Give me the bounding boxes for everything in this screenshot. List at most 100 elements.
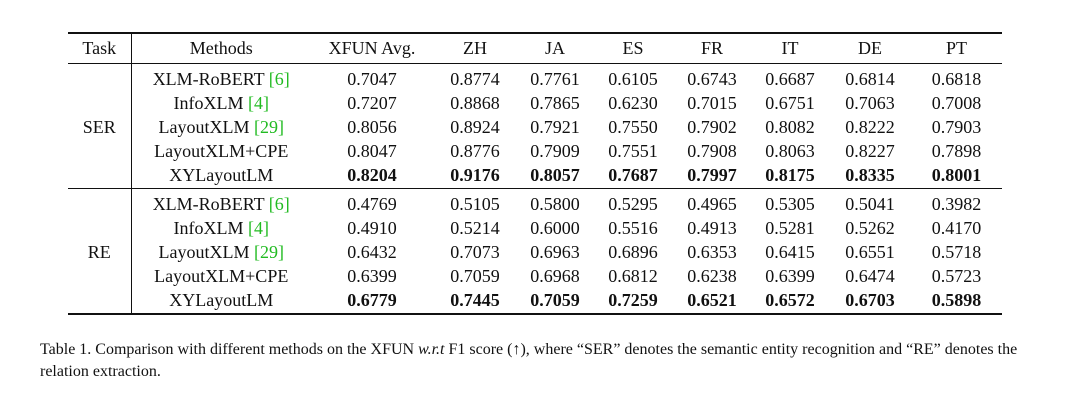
score-cell: 0.7908 [687,141,737,162]
score-cell: 0.6743 [687,68,737,89]
citation: [4] [248,217,269,238]
score-cell: 0.5718 [931,241,982,262]
method-cell: InfoXLM [4] [131,216,311,240]
score-cell: 0.6474 [845,266,895,287]
score-cell: 0.5516 [608,217,658,238]
score-cell: 0.8868 [450,92,500,113]
score-cell: 0.5800 [517,187,593,217]
citation: [29] [253,241,284,262]
group: RE XLM-RoBERT [6] 0.4769 0.5105 0.5800 0.5295… [68,187,1002,314]
group: SER XLM-RoBERT [6] 0.7047 0.8774 0.7761 0.610… [68,63,1002,189]
score-cell: 0.7865 [530,92,580,113]
score-cell: 0.6968 [530,266,580,287]
table-row: LayoutXLM+CPE 0.6399 0.7059 0.6968 0.6812 0.6… [68,265,1002,289]
score-cell: 0.6963 [530,241,580,262]
score-cell: 0.6812 [608,266,658,287]
header-cell: XFUN Avg. [311,33,433,64]
score-cell: 0.6521 [687,290,737,311]
method-cell: LayoutXLM [29] [131,115,311,139]
score-cell: 0.7015 [687,92,737,113]
method-name: LayoutXLM+CPE [154,141,289,162]
task-cell: SER [68,63,132,189]
score-cell: 0.7687 [608,165,658,186]
score-cell: 0.6000 [530,217,580,238]
score-cell: 0.7259 [608,290,658,311]
score-cell: 0.5281 [765,217,815,238]
header-cell: PT [911,33,1002,64]
score-cell: 0.5295 [593,187,673,217]
score-cell: 0.7550 [608,116,658,137]
caption-text: F1 score (↑), where “SER” denotes the se… [40,341,1018,380]
table-row: LayoutXLM [29] 0.8056 0.8924 0.7921 0.7550 0.… [68,115,1002,139]
results-table: Task Methods XFUN Avg. ZH JA ES FR IT DE PT SER XL… [68,32,1002,315]
header-cell: ES [593,33,673,64]
score-cell: 0.6751 [765,92,815,113]
header-cell: IT [751,33,829,64]
score-cell: 0.8001 [931,165,982,186]
score-cell: 0.6432 [347,241,397,262]
score-cell: 0.7909 [530,141,580,162]
method-cell: XLM-RoBERT [6] [131,64,311,92]
score-cell: 0.7207 [347,92,397,113]
score-cell: 0.6572 [765,290,815,311]
method-cell: LayoutXLM+CPE [131,265,311,289]
score-cell: 0.7008 [931,92,982,113]
score-cell: 0.5214 [450,217,500,238]
score-cell: 0.7761 [530,68,580,89]
score-cell: 0.6353 [687,241,737,262]
header-cell: FR [673,33,751,64]
method-name: InfoXLM [173,92,244,113]
citation: [6] [268,193,290,214]
method-name: InfoXLM [173,217,244,238]
score-cell: 0.8222 [845,116,895,137]
score-cell: 0.7898 [931,141,982,162]
table-row: RE XLM-RoBERT [6] 0.4769 0.5105 0.5800 0.5295… [68,187,1002,314]
table-row: InfoXLM [4] 0.4910 0.5214 0.6000 0.5516 0.491… [68,216,1002,240]
score-cell: 0.7902 [687,116,737,137]
score-cell: 0.6703 [845,290,895,311]
score-cell: 0.6399 [347,266,397,287]
score-cell: 0.7073 [450,241,500,262]
score-cell: 0.6230 [608,92,658,113]
score-cell: 0.8082 [765,116,815,137]
header-cell: JA [517,33,593,64]
method-cell: XYLayoutLM [131,164,311,189]
score-cell: 0.7903 [931,116,982,137]
score-cell: 0.8204 [347,165,397,186]
table-row: XYLayoutLM 0.8204 0.9176 0.8057 0.7687 0.7997… [68,164,1002,189]
score-cell: 0.3982 [911,187,1002,217]
table-header: Task Methods XFUN Avg. ZH JA ES FR IT DE PT [68,33,1002,64]
method-cell: LayoutXLM+CPE [131,140,311,164]
caption: Table 1. Comparison with different metho… [40,339,1050,383]
method-name: LayoutXLM [158,116,250,137]
score-cell: 0.4913 [687,217,737,238]
score-cell: 0.7059 [530,290,580,311]
method-cell: XLM-RoBERT [6] [131,187,311,217]
score-cell: 0.7551 [608,141,658,162]
table-row: XYLayoutLM 0.6779 0.7445 0.7059 0.7259 0.6521… [68,289,1002,314]
score-cell: 0.6399 [765,266,815,287]
method-name: LayoutXLM+CPE [154,266,289,287]
citation: [4] [248,92,269,113]
score-cell: 0.8776 [450,141,500,162]
method-name: XYLayoutLM [169,290,274,311]
score-cell: 0.7997 [687,165,737,186]
score-cell: 0.6105 [608,68,658,89]
citation: [29] [253,116,284,137]
score-cell: 0.8774 [450,68,500,89]
score-cell: 0.4965 [673,187,751,217]
method-name: XYLayoutLM [169,165,274,186]
score-cell: 0.8175 [765,165,815,186]
score-cell: 0.6415 [765,241,815,262]
score-cell: 0.8335 [845,165,895,186]
method-name: LayoutXLM [158,241,250,262]
score-cell: 0.7059 [450,266,500,287]
table-row: LayoutXLM+CPE 0.8047 0.8776 0.7909 0.7551 0.7… [68,140,1002,164]
score-cell: 0.6896 [608,241,658,262]
score-cell: 0.7047 [347,68,397,89]
score-cell: 0.6551 [845,241,895,262]
score-cell: 0.8047 [347,141,397,162]
header-cell: DE [829,33,911,64]
score-cell: 0.5041 [829,187,911,217]
